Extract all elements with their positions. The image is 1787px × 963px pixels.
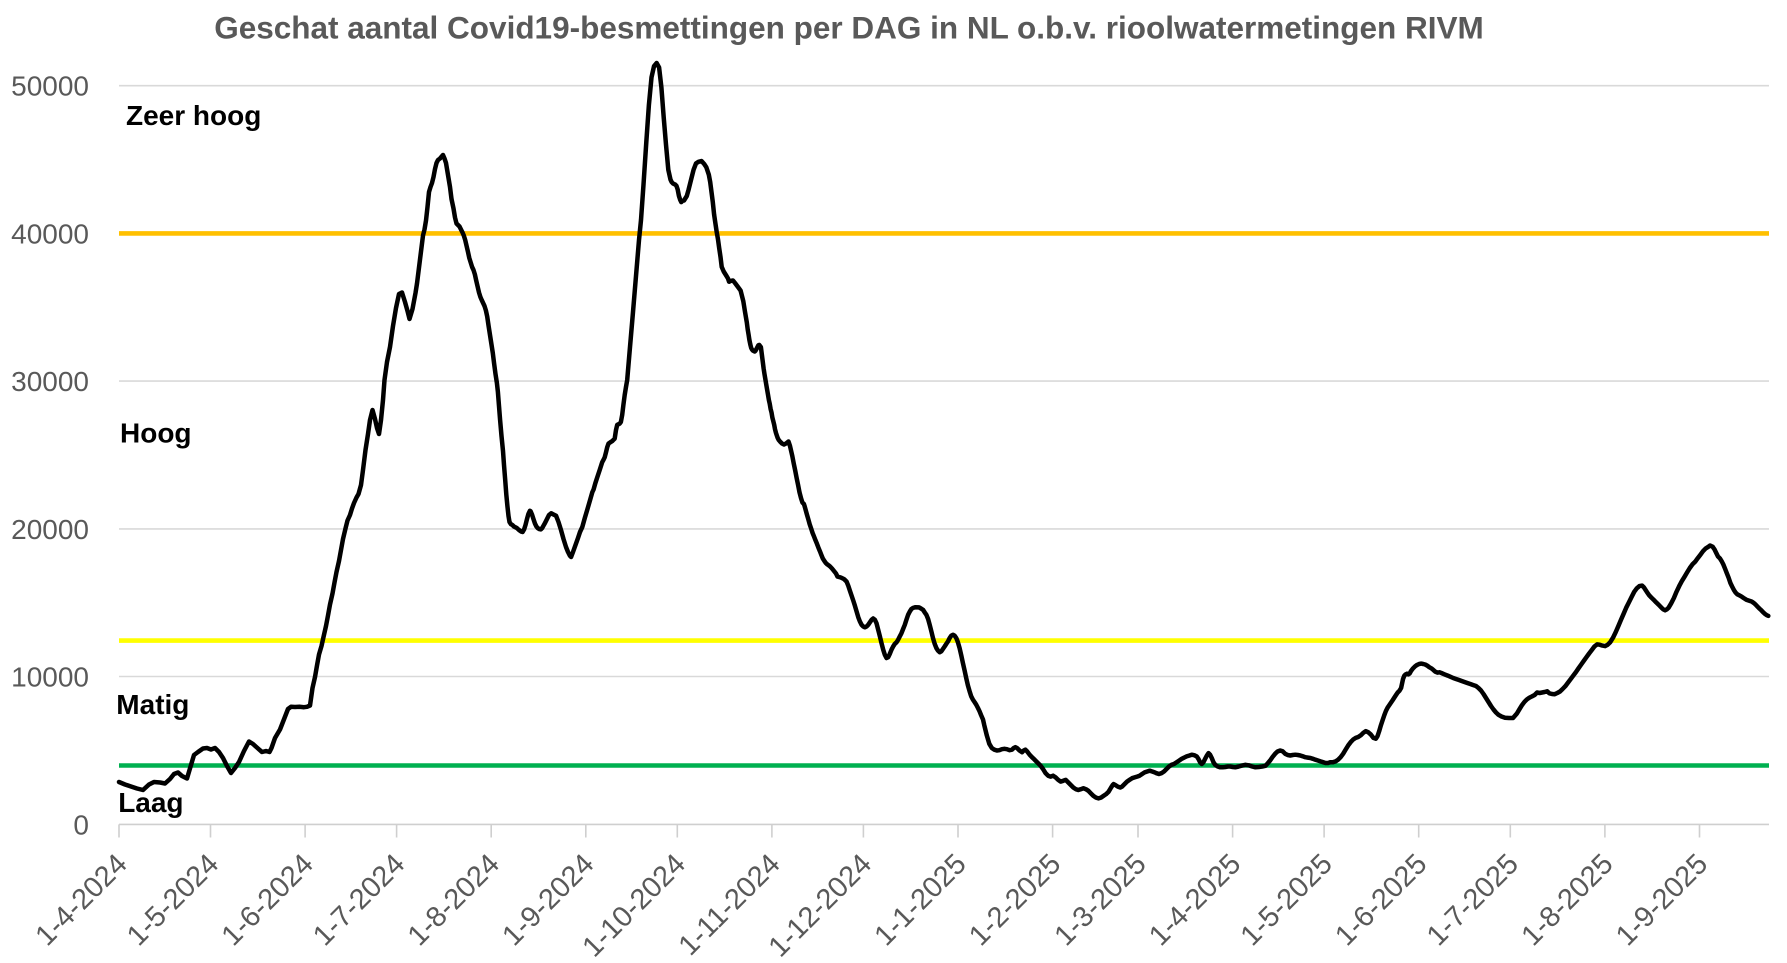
svg-text:0: 0 bbox=[73, 810, 89, 841]
svg-text:20000: 20000 bbox=[11, 514, 89, 545]
svg-text:1-5-2024: 1-5-2024 bbox=[121, 848, 225, 952]
svg-text:1-9-2025: 1-9-2025 bbox=[1610, 848, 1714, 952]
svg-text:1-2-2025: 1-2-2025 bbox=[963, 848, 1067, 952]
svg-text:1-4-2025: 1-4-2025 bbox=[1143, 848, 1247, 952]
svg-text:30000: 30000 bbox=[11, 366, 89, 397]
svg-text:10000: 10000 bbox=[11, 662, 89, 693]
svg-text:1-8-2025: 1-8-2025 bbox=[1515, 848, 1619, 952]
svg-text:1-6-2024: 1-6-2024 bbox=[216, 848, 320, 952]
svg-text:1-8-2024: 1-8-2024 bbox=[402, 848, 506, 952]
svg-text:1-4-2024: 1-4-2024 bbox=[30, 848, 134, 952]
svg-text:1-1-2025: 1-1-2025 bbox=[869, 848, 973, 952]
svg-text:1-5-2025: 1-5-2025 bbox=[1235, 848, 1339, 952]
svg-text:1-6-2025: 1-6-2025 bbox=[1329, 848, 1433, 952]
svg-text:40000: 40000 bbox=[11, 218, 89, 249]
svg-text:Laag: Laag bbox=[118, 787, 183, 818]
svg-text:Geschat aantal Covid19-besmett: Geschat aantal Covid19-besmettingen per … bbox=[214, 10, 1484, 46]
svg-text:1-7-2025: 1-7-2025 bbox=[1421, 848, 1525, 952]
svg-text:Zeer hoog: Zeer hoog bbox=[126, 100, 261, 131]
svg-text:50000: 50000 bbox=[11, 71, 89, 102]
svg-text:1-3-2025: 1-3-2025 bbox=[1049, 848, 1153, 952]
svg-text:Hoog: Hoog bbox=[120, 418, 192, 449]
svg-text:1-7-2024: 1-7-2024 bbox=[307, 848, 411, 952]
svg-text:Matig: Matig bbox=[116, 689, 189, 720]
